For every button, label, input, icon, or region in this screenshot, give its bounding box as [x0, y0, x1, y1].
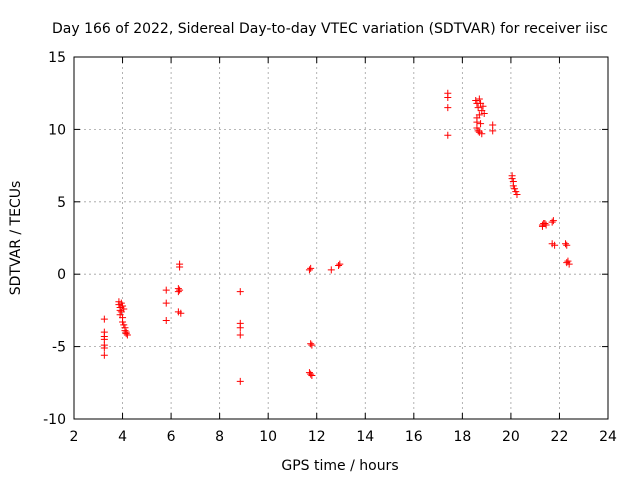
data-point [177, 309, 185, 317]
data-point [474, 104, 482, 112]
data-point [475, 95, 483, 103]
data-point [508, 175, 516, 183]
data-point [472, 96, 480, 104]
data-point [480, 109, 488, 117]
data-point [174, 288, 182, 296]
data-points [100, 89, 573, 385]
y-axis-label: SDTVAR / TECUs [8, 181, 24, 296]
data-point [119, 318, 127, 326]
data-point [121, 327, 129, 335]
data-point [564, 257, 572, 265]
data-point [117, 299, 125, 307]
data-point [479, 102, 487, 110]
data-point [563, 241, 571, 249]
data-point [308, 341, 316, 349]
y-tick-label: -5 [52, 340, 66, 356]
data-point [473, 124, 481, 132]
data-point [444, 89, 452, 97]
data-point [307, 340, 315, 348]
y-tick-label: 15 [48, 50, 66, 66]
data-point [562, 240, 570, 248]
data-point [176, 286, 184, 294]
grid [74, 57, 608, 419]
x-tick-label: 12 [308, 429, 326, 445]
data-point [120, 321, 128, 329]
data-point [335, 262, 343, 270]
data-point [477, 120, 485, 128]
data-point [336, 260, 344, 268]
data-point [122, 330, 130, 338]
x-tick-label: 20 [502, 429, 520, 445]
data-point [511, 185, 519, 193]
data-point [119, 302, 127, 310]
x-tick-label: 16 [405, 429, 423, 445]
x-tick-label: 6 [167, 429, 176, 445]
data-point [120, 305, 128, 313]
data-point [100, 351, 108, 359]
data-point [307, 264, 315, 272]
data-point [478, 130, 486, 138]
data-point [541, 220, 549, 228]
data-point [548, 218, 556, 226]
x-tick-label: 8 [215, 429, 224, 445]
data-point [162, 299, 170, 307]
x-tick-label: 18 [453, 429, 471, 445]
data-point [513, 191, 521, 199]
data-point [236, 377, 244, 385]
data-point [100, 344, 108, 352]
chart-title: Day 166 of 2022, Sidereal Day-to-day VTE… [52, 21, 608, 37]
data-point [307, 370, 315, 378]
data-point [474, 127, 482, 135]
x-tick-label: 4 [118, 429, 127, 445]
y-tick-label: 10 [48, 122, 66, 138]
data-point [475, 111, 483, 119]
data-point [305, 266, 313, 274]
y-tick-label: 0 [57, 267, 66, 283]
x-tick-label: 2 [70, 429, 79, 445]
data-point [565, 260, 573, 268]
data-point [489, 127, 497, 135]
data-point [236, 331, 244, 339]
data-point [327, 266, 335, 274]
data-point [176, 260, 184, 268]
y-tick-label: 5 [57, 195, 66, 211]
y-tick-label: -10 [43, 412, 66, 428]
x-tick-label: 22 [551, 429, 569, 445]
data-point [542, 221, 550, 229]
data-point [162, 317, 170, 325]
data-point [444, 131, 452, 139]
x-tick-label: 10 [259, 429, 277, 445]
data-point [100, 315, 108, 323]
data-point [512, 188, 520, 196]
data-point [236, 324, 244, 332]
data-point [549, 217, 557, 225]
data-point [123, 331, 131, 339]
data-point [509, 182, 517, 190]
x-axis-label: GPS time / hours [281, 458, 398, 474]
x-tick-label: 14 [356, 429, 374, 445]
data-point [162, 286, 170, 294]
plot-area-frame [73, 56, 609, 420]
data-point [551, 241, 559, 249]
x-tick-label: 24 [599, 429, 617, 445]
data-point [444, 104, 452, 112]
data-point [308, 372, 316, 380]
data-point [236, 288, 244, 296]
